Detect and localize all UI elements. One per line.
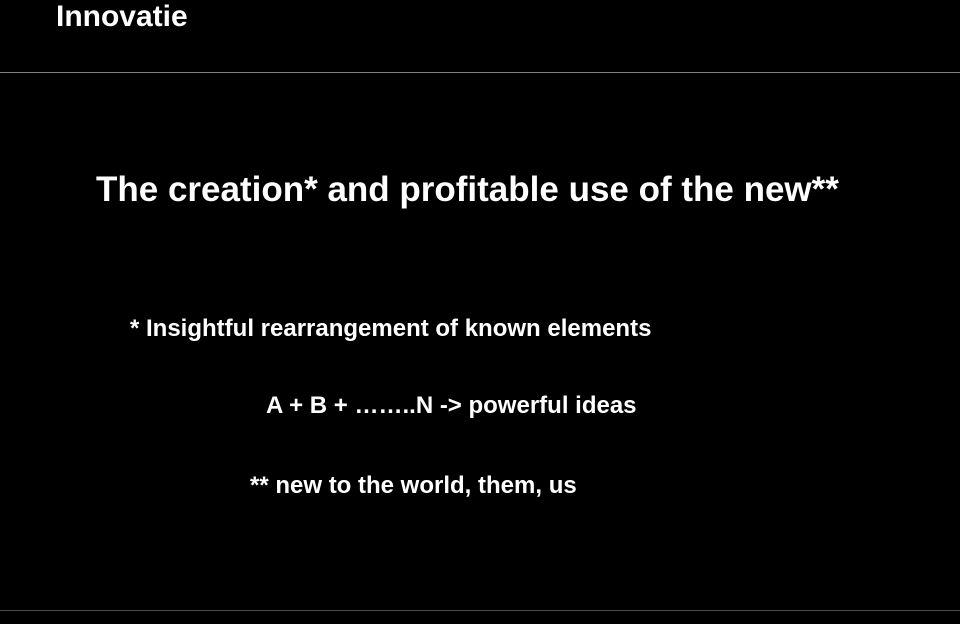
footnote-1: * Insightful rearrangement of known elem… [130, 315, 651, 343]
footnote-3: ** new to the world, them, us [250, 472, 577, 500]
bottom-divider-line [0, 610, 960, 611]
divider-line [0, 72, 960, 73]
slide: Innovatie The creation* and profitable u… [0, 0, 960, 624]
main-statement: The creation* and profitable use of the … [96, 170, 839, 210]
footnote-2: A + B + ……..N -> powerful ideas [266, 392, 637, 420]
slide-title: Innovatie [56, 0, 188, 34]
